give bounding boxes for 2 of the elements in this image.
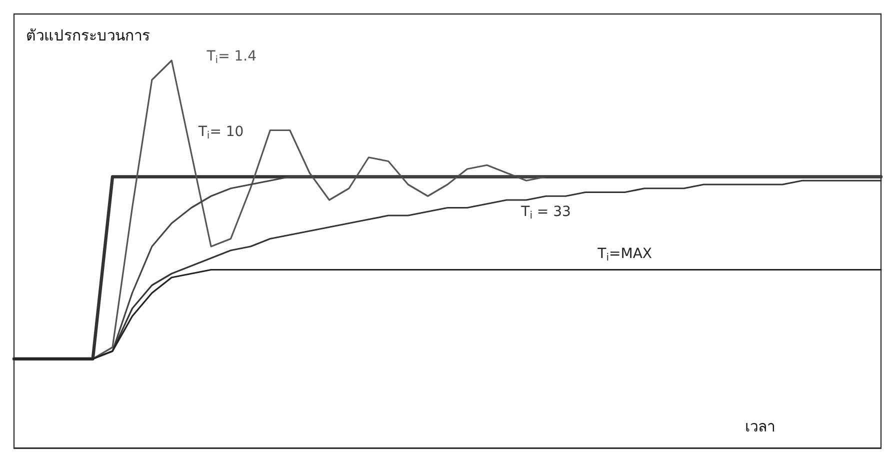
x-axis-title: เวลา — [745, 418, 775, 436]
y-axis-title: ตัวแปรกระบวนการ — [26, 26, 150, 44]
